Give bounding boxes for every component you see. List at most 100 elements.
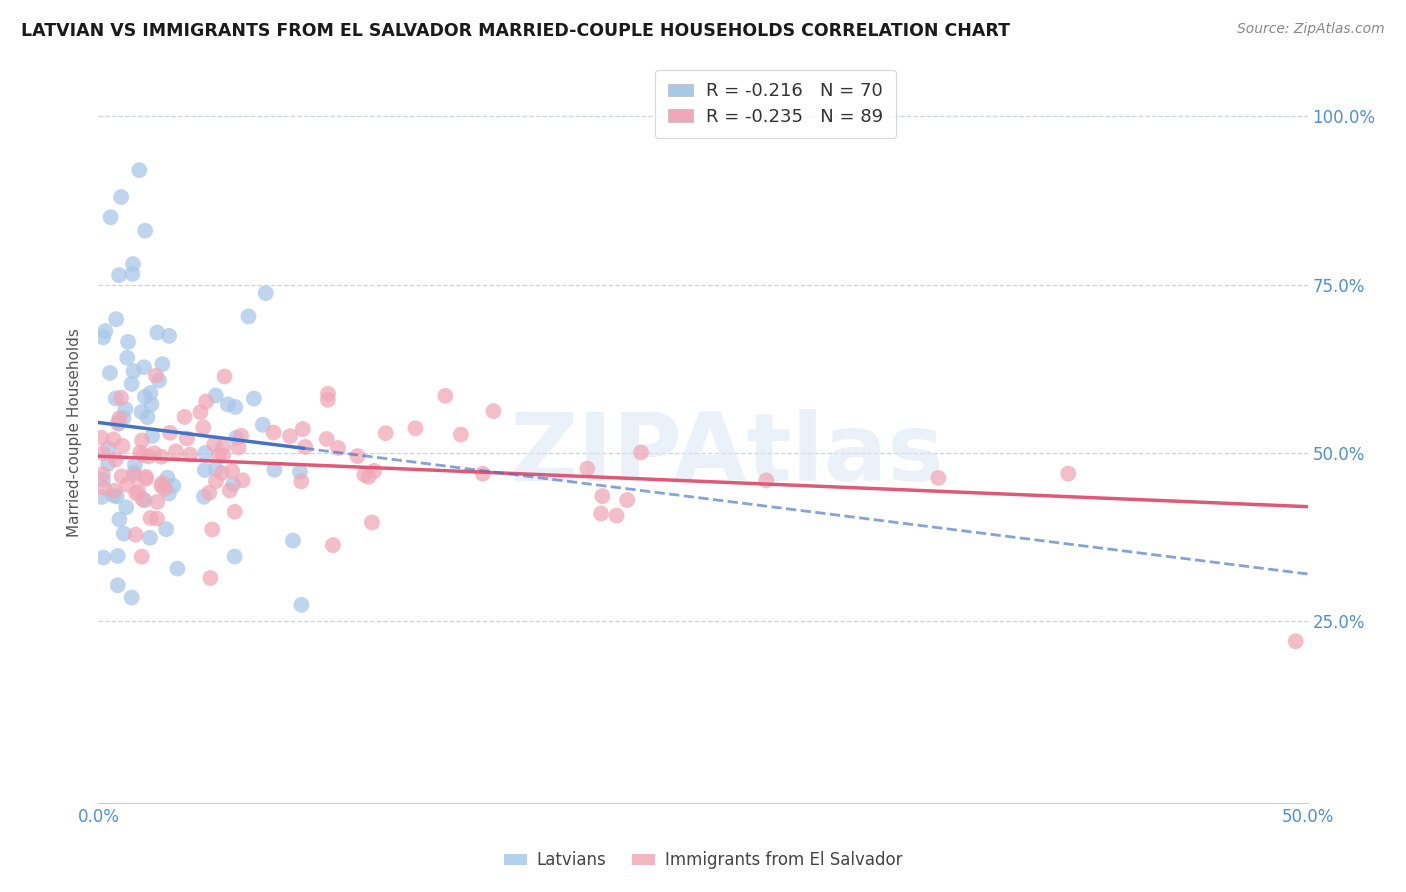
Point bbox=[134, 224, 156, 238]
Point bbox=[218, 483, 240, 498]
Point bbox=[138, 450, 160, 464]
Point bbox=[153, 482, 176, 496]
Point bbox=[290, 598, 312, 612]
Point bbox=[132, 448, 155, 462]
Point bbox=[134, 390, 156, 404]
Point bbox=[115, 477, 138, 491]
Point bbox=[166, 561, 188, 575]
Point bbox=[176, 432, 198, 446]
Point bbox=[131, 549, 153, 564]
Point bbox=[190, 405, 212, 419]
Point bbox=[139, 386, 162, 401]
Point bbox=[224, 549, 246, 564]
Point bbox=[157, 328, 180, 343]
Point bbox=[146, 326, 169, 340]
Point bbox=[127, 484, 149, 499]
Point bbox=[222, 477, 245, 491]
Point bbox=[121, 376, 143, 391]
Point bbox=[231, 428, 253, 442]
Point bbox=[105, 489, 128, 503]
Point bbox=[135, 470, 157, 484]
Point bbox=[471, 467, 494, 481]
Point bbox=[122, 466, 145, 480]
Point bbox=[121, 591, 143, 605]
Point bbox=[228, 441, 250, 455]
Point bbox=[200, 571, 222, 585]
Point bbox=[139, 531, 162, 545]
Point bbox=[214, 369, 236, 384]
Point bbox=[150, 476, 173, 491]
Point bbox=[179, 448, 201, 462]
Point bbox=[132, 492, 155, 507]
Point bbox=[288, 465, 311, 479]
Point bbox=[450, 427, 472, 442]
Point bbox=[224, 400, 246, 414]
Point bbox=[1057, 467, 1080, 481]
Point bbox=[93, 550, 115, 565]
Point bbox=[281, 533, 304, 548]
Point bbox=[143, 446, 166, 460]
Point bbox=[156, 470, 179, 484]
Point bbox=[124, 468, 146, 483]
Point bbox=[290, 475, 312, 489]
Point bbox=[108, 411, 131, 425]
Point bbox=[150, 357, 173, 371]
Point bbox=[150, 479, 173, 493]
Point bbox=[131, 434, 153, 448]
Point bbox=[346, 449, 368, 463]
Point bbox=[108, 512, 131, 526]
Point bbox=[374, 426, 396, 441]
Point bbox=[91, 473, 114, 487]
Point bbox=[141, 429, 163, 443]
Point bbox=[357, 470, 380, 484]
Point bbox=[114, 402, 136, 417]
Point bbox=[205, 474, 228, 488]
Point bbox=[211, 466, 233, 480]
Y-axis label: Married-couple Households: Married-couple Households bbox=[67, 328, 83, 537]
Point bbox=[107, 578, 129, 592]
Point bbox=[104, 392, 127, 406]
Point bbox=[225, 431, 247, 445]
Point bbox=[146, 511, 169, 525]
Point bbox=[576, 461, 599, 475]
Point bbox=[117, 334, 139, 349]
Point bbox=[755, 474, 778, 488]
Point bbox=[165, 444, 187, 458]
Point bbox=[263, 425, 285, 440]
Point bbox=[107, 549, 129, 563]
Text: Source: ZipAtlas.com: Source: ZipAtlas.com bbox=[1237, 22, 1385, 37]
Point bbox=[361, 516, 384, 530]
Point bbox=[212, 440, 235, 454]
Point bbox=[124, 458, 146, 472]
Point bbox=[103, 489, 125, 503]
Point bbox=[157, 486, 180, 500]
Point bbox=[103, 433, 125, 447]
Point bbox=[107, 417, 129, 431]
Point bbox=[212, 449, 235, 463]
Point bbox=[94, 324, 117, 338]
Point bbox=[194, 463, 217, 477]
Point bbox=[90, 490, 112, 504]
Point bbox=[121, 267, 143, 281]
Point bbox=[238, 310, 260, 324]
Point bbox=[159, 425, 181, 440]
Point bbox=[105, 312, 128, 326]
Point bbox=[91, 446, 114, 460]
Point bbox=[316, 392, 339, 407]
Point bbox=[217, 397, 239, 411]
Point bbox=[131, 405, 153, 419]
Point bbox=[91, 467, 114, 481]
Point bbox=[141, 397, 163, 411]
Point bbox=[193, 420, 215, 434]
Point bbox=[606, 508, 628, 523]
Point bbox=[90, 431, 112, 445]
Point bbox=[129, 445, 152, 459]
Point bbox=[322, 538, 344, 552]
Point bbox=[434, 389, 457, 403]
Point bbox=[104, 452, 127, 467]
Point bbox=[112, 411, 135, 425]
Point bbox=[591, 489, 613, 503]
Point bbox=[173, 409, 195, 424]
Point bbox=[353, 467, 375, 482]
Point bbox=[124, 527, 146, 541]
